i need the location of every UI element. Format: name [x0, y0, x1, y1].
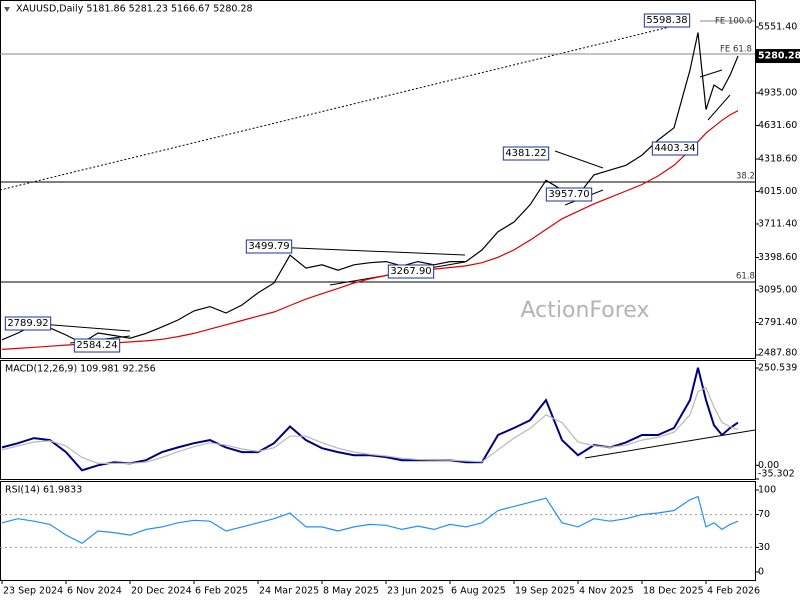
x-tick-label: 6 Feb 2025: [195, 586, 248, 597]
y-tick-label: 70: [758, 509, 770, 520]
last-price-box: [756, 49, 800, 64]
annotation-label: FE 61.8: [720, 45, 752, 55]
annotation-box: [545, 187, 593, 202]
y-tick-label: 4015.00: [758, 186, 797, 197]
panel-title: MACD(12,26,9) 109.981 92.256: [5, 364, 156, 375]
y-tick-label: 30: [758, 542, 770, 553]
x-tick-label: 23 Sep 2024: [3, 586, 63, 597]
panel-title: RSI(14) 61.9833: [5, 485, 82, 496]
triangle-line: [707, 94, 731, 121]
symbol-icon: [4, 7, 10, 12]
annotation-label: 4381.22: [505, 148, 546, 159]
annotation-label: 38.2: [736, 172, 755, 182]
y-tick-label: 5551.40: [758, 22, 797, 33]
y-tick-label: 0: [758, 566, 764, 577]
macd-support-line: [584, 429, 756, 459]
x-tick-label: 18 Dec 2025: [643, 586, 704, 597]
x-tick-label: 6 Nov 2024: [67, 586, 122, 597]
macd-frame: [0, 360, 756, 480]
y-tick-label: 250.539: [758, 363, 797, 374]
annotation-label: 61.8: [736, 272, 755, 282]
x-tick-label: 4 Feb 2026: [707, 586, 760, 597]
annotation-box: [651, 141, 699, 156]
drawings: [0, 20, 756, 459]
annotation-box: [643, 13, 691, 28]
rsi-frame: [0, 481, 756, 581]
y-tick-label: 2791.40: [758, 317, 797, 328]
x-tick-label: 6 Aug 2025: [451, 586, 506, 597]
panel-title: XAUUSD,Daily 5181.86 5281.23 5166.67 528…: [16, 4, 253, 15]
annotation-box: [245, 239, 293, 254]
annotation-label: 2789.92: [7, 318, 48, 329]
main-frame: [0, 0, 756, 359]
watermark: ActionForex: [521, 298, 650, 323]
y-tick-label: 4318.60: [758, 153, 797, 164]
annotation-box: [502, 146, 550, 161]
series-line: [1, 386, 739, 464]
y-tick-label: 3095.00: [758, 285, 797, 296]
annotation-label: 3267.90: [390, 266, 431, 277]
y-tick-label: -35.302: [758, 469, 795, 480]
x-tick-label: 19 Sep 2025: [515, 586, 575, 597]
series-line: [1, 495, 739, 545]
annotation-label: FE 100.0: [715, 17, 752, 27]
last-price-label: 5280.28: [758, 51, 800, 62]
x-tick-label: 23 Jun 2025: [387, 586, 444, 597]
x-tick-label: 4 Nov 2025: [579, 586, 634, 597]
annotation-box: [387, 264, 435, 279]
triangle-line: [554, 150, 604, 169]
annotation-label: 3957.70: [548, 189, 589, 200]
y-tick-label: 0.00: [758, 460, 779, 471]
y-tick-label: 4631.60: [758, 120, 797, 131]
annotation-label: 5598.38: [646, 15, 687, 26]
annotation-box: [73, 338, 121, 353]
annotation-label: 3499.79: [248, 241, 289, 252]
y-tick-label: 3398.60: [758, 252, 797, 263]
annotation-label: 4403.34: [654, 143, 695, 154]
frames: [0, 0, 756, 581]
y-tick-label: 4935.00: [758, 87, 797, 98]
annotation-box: [4, 316, 52, 331]
y-tick-label: 100: [758, 485, 776, 496]
y-tick-label: 2487.80: [758, 348, 797, 359]
x-tick-label: 8 May 2025: [323, 586, 379, 597]
y-tick-label: 3711.40: [758, 219, 797, 230]
x-tick-label: 24 Mar 2025: [259, 586, 319, 597]
annotation-label: 2584.24: [76, 340, 117, 351]
triangle-line: [699, 69, 723, 78]
x-tick-label: 20 Dec 2024: [131, 586, 192, 597]
